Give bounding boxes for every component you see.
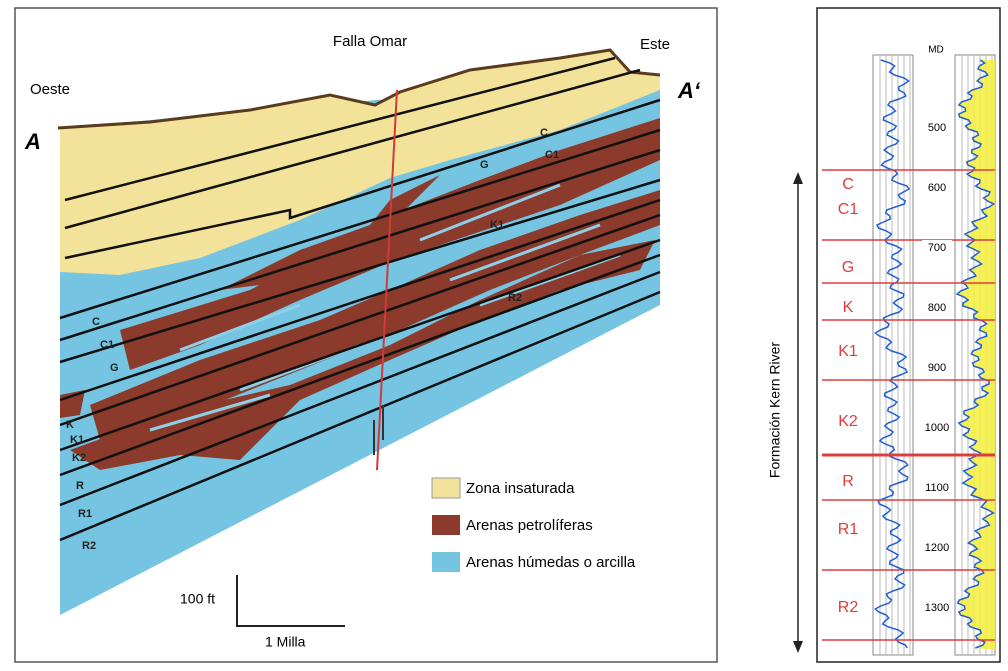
layer-label: C1 [100,339,114,351]
zone-label: K1 [838,343,858,360]
east-label: Este [640,36,670,53]
zone-label: G [842,259,854,276]
arrowhead [793,172,803,184]
layer-label: R1 [78,508,92,520]
depth-label: 500 [928,122,946,134]
zone-label: C1 [838,201,859,218]
arrowhead [793,641,803,653]
depth-label: 600 [928,182,946,194]
layer-label: R2 [508,292,522,304]
layer-label: G [480,159,489,171]
scale-horizontal: 1 Milla [265,634,306,650]
legend-swatch [432,478,460,498]
zone-label: K [843,299,854,316]
scale-vertical: 100 ft [180,591,215,607]
legend-label: Arenas petrolíferas [466,517,593,534]
zone-label: K2 [838,413,858,430]
zone-label: R1 [838,521,859,538]
formation-label: Formación Kern River [767,342,783,478]
point-a: A [24,129,41,154]
west-label: Oeste [30,81,70,98]
depth-label: 1300 [925,602,949,614]
layer-label: C [540,127,548,139]
layer-label: R [76,480,84,492]
legend-swatch [432,552,460,572]
point-a-prime: A‘ [677,78,701,103]
layer-label: K1 [70,434,84,446]
layer-label: K [66,419,74,431]
zone-label: R [842,473,854,490]
fault-label: Falla Omar [333,33,407,50]
depth-label: 1000 [925,422,949,434]
depth-label: 800 [928,302,946,314]
depth-label: 700 [928,242,946,254]
layer-label: R2 [82,540,96,552]
legend-label: Arenas húmedas o arcilla [466,554,636,571]
layer-label: K2 [72,452,86,464]
legend-label: Zona insaturada [466,480,575,497]
depth-label: 1200 [925,542,949,554]
layer-label: K1 [490,219,504,231]
layer-label: G [110,362,119,374]
layer-label: C [92,316,100,328]
depth-label: 1100 [925,482,949,494]
legend-swatch [432,515,460,535]
layer-label: C1 [545,149,559,161]
depth-label: 900 [928,362,946,374]
zone-label: C [842,176,854,193]
figure: Falla Omar Oeste Este A A‘ Zona insatura… [0,0,1008,671]
zone-label: R2 [838,599,859,616]
md-header: MD [928,45,944,56]
